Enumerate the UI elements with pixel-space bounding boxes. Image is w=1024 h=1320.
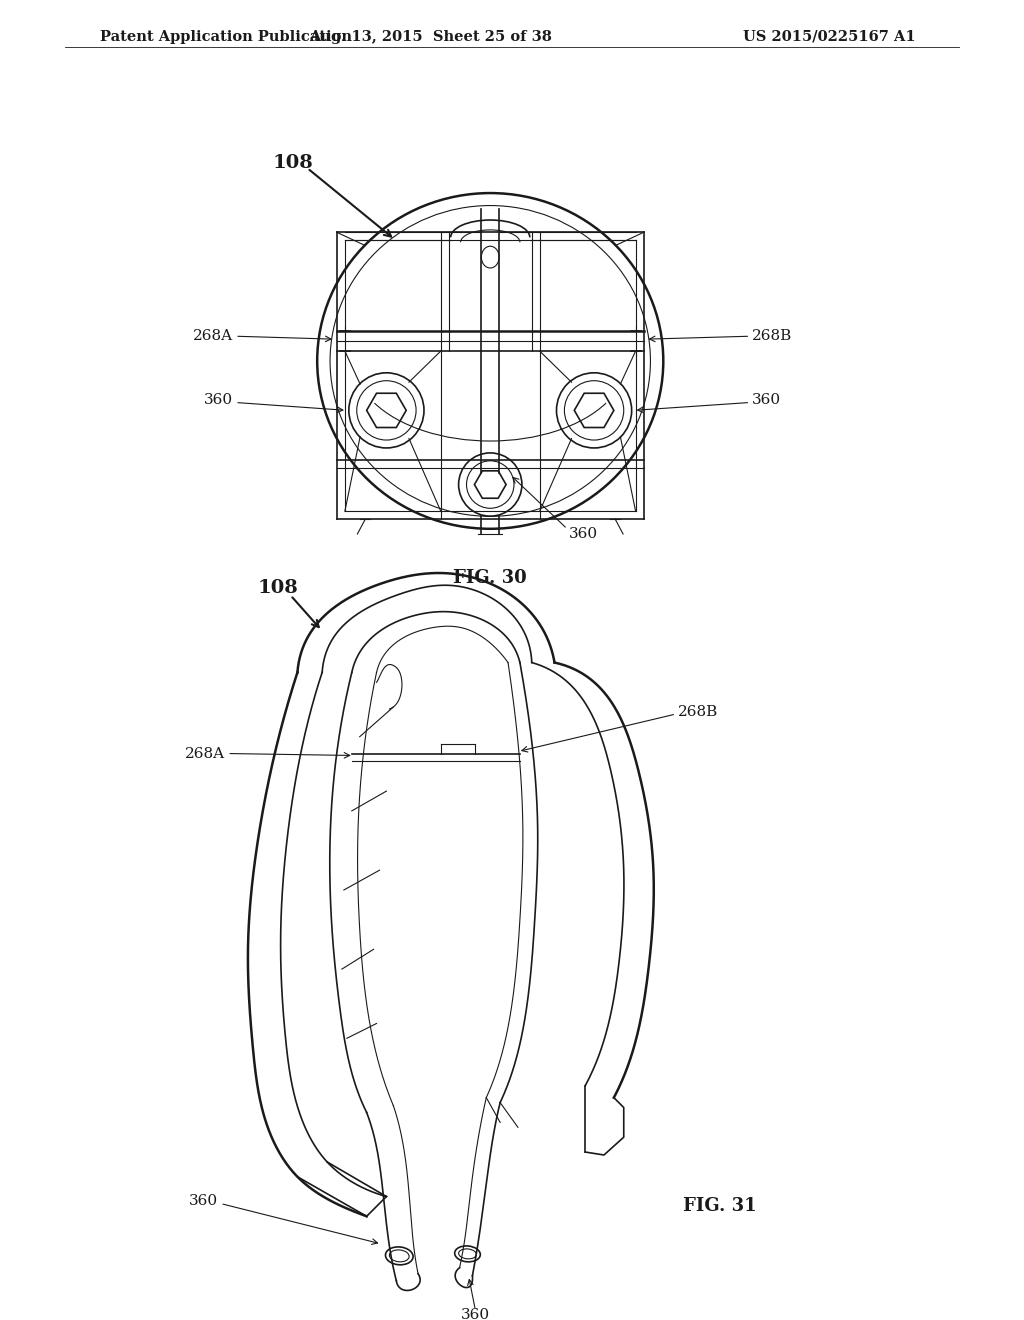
Text: 360: 360: [189, 1195, 218, 1209]
Text: 268B: 268B: [753, 329, 793, 343]
Text: FIG. 31: FIG. 31: [683, 1197, 757, 1216]
Text: 360: 360: [204, 393, 233, 408]
Text: Aug. 13, 2015  Sheet 25 of 38: Aug. 13, 2015 Sheet 25 of 38: [309, 29, 552, 44]
Text: US 2015/0225167 A1: US 2015/0225167 A1: [742, 29, 915, 44]
Text: 108: 108: [272, 154, 313, 172]
Text: 268B: 268B: [678, 705, 719, 719]
Text: 108: 108: [258, 579, 299, 598]
Text: 268A: 268A: [185, 747, 225, 760]
Text: 360: 360: [753, 393, 781, 408]
Text: 268A: 268A: [193, 329, 233, 343]
Text: 360: 360: [569, 527, 598, 541]
Text: FIG. 30: FIG. 30: [454, 569, 527, 587]
Text: 360: 360: [461, 1308, 489, 1320]
Text: Patent Application Publication: Patent Application Publication: [99, 29, 351, 44]
